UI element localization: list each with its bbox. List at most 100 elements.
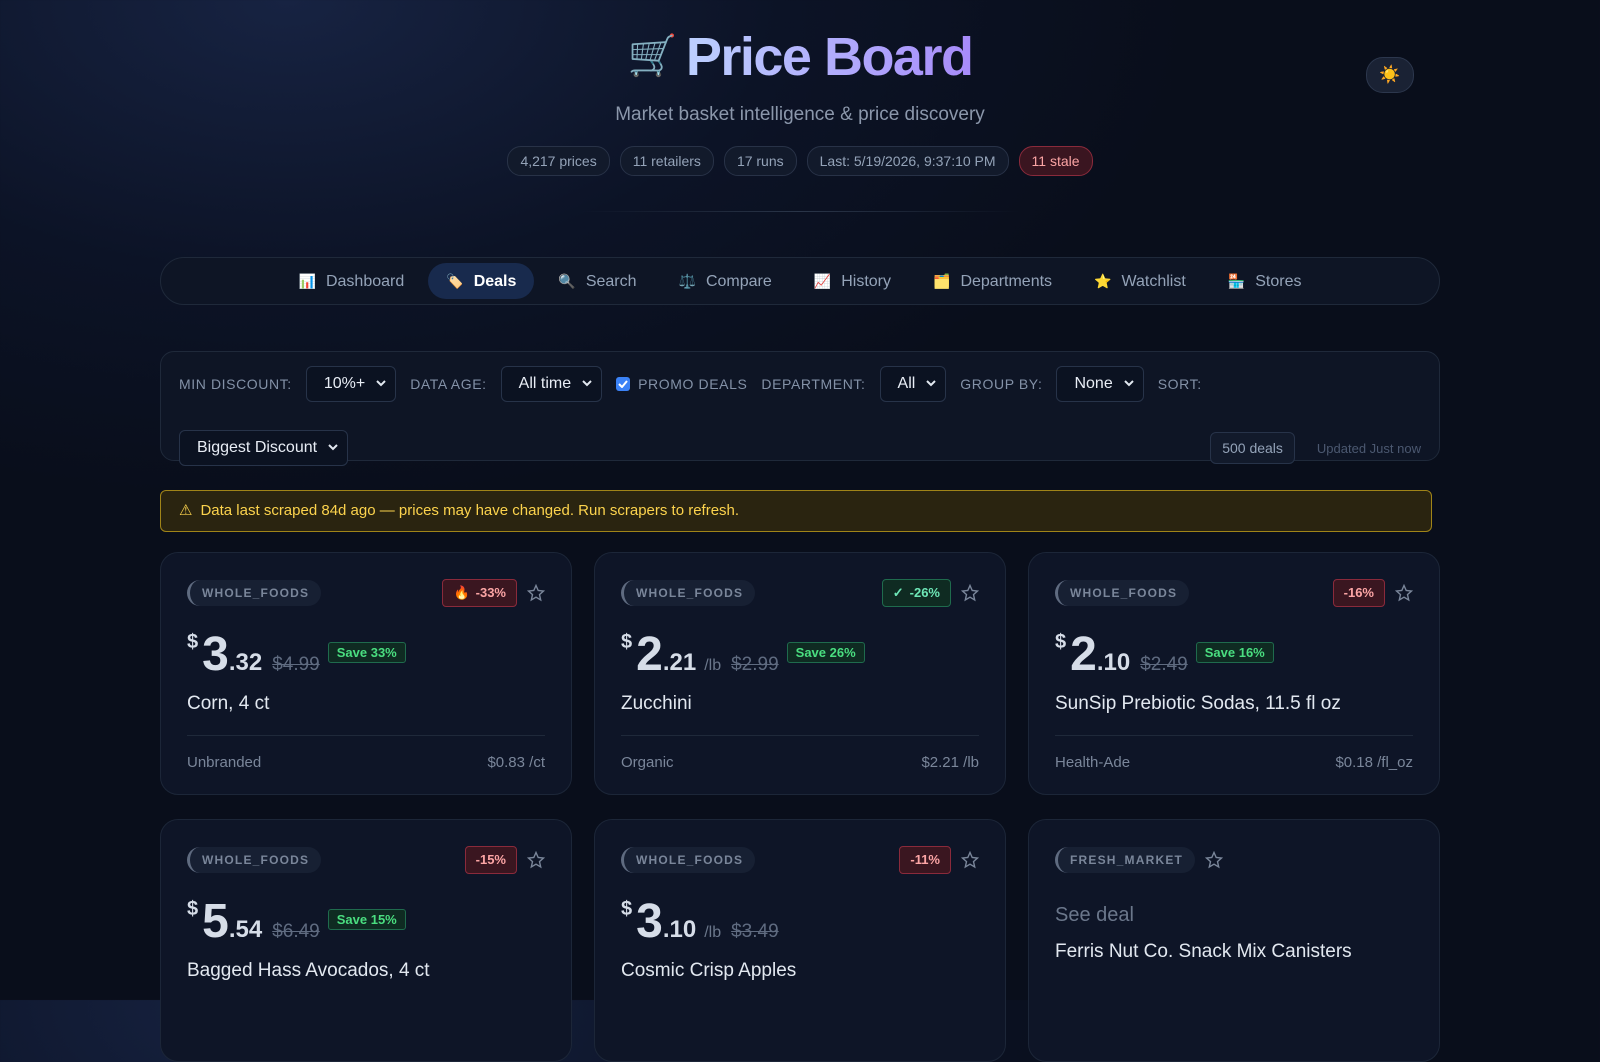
price-dollars: 5 — [202, 895, 229, 948]
nav-icon: 🔍 — [558, 273, 576, 289]
nav-tab[interactable]: 🗂️ Departments — [915, 263, 1070, 299]
stat-pill: 11 retailers — [619, 146, 714, 176]
watch-star[interactable] — [961, 851, 979, 869]
badge-text: -26% — [909, 585, 940, 600]
price-dollars: 2 — [1070, 628, 1097, 681]
deal-card[interactable]: WHOLE_FOODS -11% $3.10/lb $3.49 Cosmic Crisp… — [594, 819, 1006, 1062]
select[interactable]: Biggest Discount — [179, 430, 349, 466]
warning-text: Data last scraped 84d ago — prices may h… — [200, 502, 740, 519]
nav-icon: ⭐ — [1094, 273, 1112, 289]
currency: $ — [187, 631, 199, 653]
nav-label: Deals — [473, 273, 517, 290]
watch-star[interactable] — [961, 584, 979, 602]
price-dollars: 3 — [202, 628, 229, 681]
product-name: Bagged Hass Avocados, 4 ct — [187, 960, 430, 981]
chevron — [376, 380, 386, 387]
select[interactable]: All time — [500, 366, 603, 402]
retailer-tag: WHOLE_FOODS — [1055, 580, 1190, 606]
filter-label: SORT: — [1157, 376, 1202, 392]
watch-star[interactable] — [527, 851, 545, 869]
brand: Unbranded — [187, 754, 262, 771]
currency: $ — [621, 898, 633, 920]
price-cents: .54 — [228, 916, 263, 943]
price-unit: /lb — [704, 657, 722, 674]
retailer-tag: WHOLE_FOODS — [621, 580, 756, 606]
checkbox[interactable] — [616, 377, 631, 391]
watch-star[interactable] — [1395, 584, 1413, 602]
card-divider — [621, 735, 979, 736]
was-price: $6.49 — [272, 921, 320, 942]
currency: $ — [621, 631, 633, 653]
save-tag: Save 15% — [327, 908, 406, 930]
was-price: $4.99 — [272, 654, 320, 675]
stale-warning: ⚠ Data last scraped 84d ago — prices may … — [160, 490, 1432, 532]
product-name: Zucchini — [621, 693, 692, 714]
price-row: $5.54 $6.49 Save 15% — [187, 894, 545, 948]
select-value: Biggest Discount — [197, 439, 318, 456]
card-header: FRESH_MARKET — [1055, 846, 1413, 874]
chevron — [582, 380, 592, 387]
theme-toggle[interactable]: ☀️ — [1366, 57, 1414, 93]
stat-pill: 17 runs — [723, 146, 797, 176]
price-unit: /lb — [704, 924, 722, 941]
chevron — [926, 380, 937, 387]
watch-star[interactable] — [527, 584, 545, 602]
discount-badge: -11% — [899, 846, 951, 874]
card-footer: Unbranded $0.83 /ct — [187, 754, 545, 771]
select[interactable]: All — [879, 366, 947, 402]
filter-label: MIN DISCOUNT: — [179, 376, 292, 392]
badge-icon: ✓ — [892, 585, 904, 600]
nav-bar: 📊 Dashboard 🏷️ Deals 🔍 Search ⚖️ Compare 📈 Histor… — [160, 257, 1440, 305]
was-price: $2.49 — [1140, 654, 1188, 675]
nav-tab[interactable]: 🏷️ Deals — [428, 263, 535, 299]
badge-text: -16% — [1343, 585, 1374, 600]
nav-tab[interactable]: ⚖️ Compare — [661, 263, 790, 299]
discount-badge: -15% — [464, 846, 517, 874]
was-price: $2.99 — [731, 654, 779, 675]
deal-card[interactable]: FRESH_MARKET See deal Ferris Nut Co. Snack… — [1028, 819, 1440, 1062]
product-name: Corn, 4 ct — [187, 693, 270, 714]
retailer-tag: WHOLE_FOODS — [187, 847, 322, 873]
filter-label: DEPARTMENT: — [761, 376, 866, 392]
check-mark — [618, 380, 628, 388]
card-footer: Organic $2.21 /lb — [621, 754, 979, 771]
nav-label: Watchlist — [1121, 273, 1186, 290]
stats-row: 4,217 prices 11 retailers 17 runs Last: 5/1… — [0, 146, 1600, 176]
nav-icon: 🏷️ — [446, 273, 464, 289]
app-title: Price Board — [685, 27, 974, 87]
retailer-tag: WHOLE_FOODS — [621, 847, 756, 873]
stat-pill: 4,217 prices — [507, 146, 610, 176]
deal-card[interactable]: WHOLE_FOODS 🔥 -33% $3.32 $4.99 Save 33% Corn, … — [160, 552, 572, 795]
nav-tab[interactable]: 📊 Dashboard — [281, 263, 423, 299]
unit-price: $0.18 /fl_oz — [1335, 754, 1413, 771]
deal-card[interactable]: WHOLE_FOODS -16% $2.10 $2.49 Save 16% SunSip … — [1028, 552, 1440, 795]
card-divider — [187, 735, 545, 736]
discount-badge: 🔥 -33% — [442, 579, 517, 607]
deal-card[interactable]: WHOLE_FOODS ✓ -26% $2.21/lb $2.99 Save 26% Zuc… — [594, 552, 1006, 795]
save-tag: Save 33% — [327, 641, 406, 663]
select[interactable]: None — [1056, 366, 1144, 402]
chevron — [1124, 380, 1134, 387]
nav-tab[interactable]: ⭐ Watchlist — [1076, 263, 1204, 299]
save-tag: Save 16% — [1195, 641, 1274, 663]
watch-star[interactable] — [1205, 851, 1224, 869]
stat-pill: Last: 5/19/2026, 9:37:10 PM — [806, 146, 1009, 176]
filter-label: DATA AGE: — [410, 376, 487, 392]
price-row: $2.21/lb $2.99 Save 26% — [621, 627, 979, 681]
deal-count: 500 deals — [1210, 432, 1295, 464]
updated-text: Updated Just now — [1316, 440, 1421, 456]
price-row: $2.10 $2.49 Save 16% — [1055, 627, 1413, 681]
nav-tab[interactable]: 📈 History — [796, 263, 909, 299]
filter-panel: MIN DISCOUNT: 10%+ DATA AGE: All time PROMO … — [160, 351, 1440, 466]
select-value: 10%+ — [323, 375, 366, 392]
nav-tab[interactable]: 🏪 Stores — [1210, 263, 1320, 299]
badge-text: -33% — [475, 585, 506, 600]
select-value: All — [897, 375, 916, 392]
nav-tab[interactable]: 🔍 Search — [540, 263, 654, 299]
select[interactable]: 10%+ — [305, 366, 397, 402]
deal-card[interactable]: WHOLE_FOODS -15% $5.54 $6.49 Save 15% Bagged … — [160, 819, 572, 1062]
card-header: WHOLE_FOODS ✓ -26% — [621, 579, 979, 607]
badge-text: -11% — [910, 852, 940, 867]
nav-label: Departments — [960, 273, 1053, 290]
